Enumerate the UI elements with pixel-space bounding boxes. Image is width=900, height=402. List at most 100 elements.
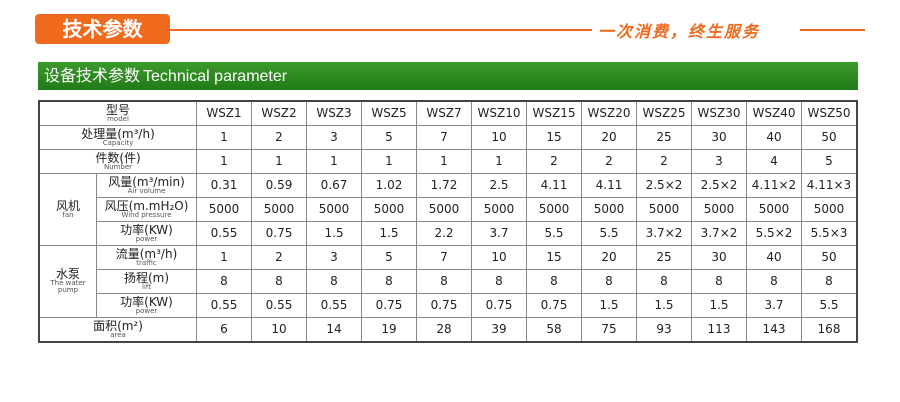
cell: 40 [746, 125, 802, 150]
cell: 4.11×3 [801, 173, 858, 198]
cell: 5.5 [801, 293, 858, 318]
row-label: 面积(m²) area [38, 317, 197, 343]
cell: 5000 [581, 197, 637, 222]
cell: 5000 [526, 197, 582, 222]
cell: 8 [636, 269, 692, 294]
cell: 5 [361, 245, 417, 270]
cell: 3.7×2 [691, 221, 747, 246]
cell: 1.02 [361, 173, 417, 198]
cell: WSZ15 [526, 100, 582, 126]
cell: 0.55 [196, 221, 252, 246]
cell: 1 [306, 149, 362, 174]
cell: 8 [196, 269, 252, 294]
label-en: Capacity [102, 138, 134, 147]
cell: 15 [526, 125, 582, 150]
cell: 2 [581, 149, 637, 174]
cell: 8 [526, 269, 582, 294]
cell: 8 [416, 269, 472, 294]
label-en: lift [142, 282, 151, 291]
cell: 3.7 [471, 221, 527, 246]
cell: 1 [196, 149, 252, 174]
cell: 25 [636, 245, 692, 270]
row-label: 功率(KW) power [96, 293, 197, 318]
cell: WSZ7 [416, 100, 472, 126]
row-label: 型号 model [38, 100, 197, 126]
cell: 8 [251, 269, 307, 294]
row: 件数(件) Number 1 1 1 1 1 1 2 2 2 3 4 5 [38, 149, 858, 174]
cell: 7 [416, 125, 472, 150]
cell: 10 [251, 317, 307, 343]
cell: 5000 [471, 197, 527, 222]
cell: 5000 [801, 197, 858, 222]
cell: 19 [361, 317, 417, 343]
cell: 2 [251, 125, 307, 150]
cell: 8 [581, 269, 637, 294]
cell: WSZ50 [801, 100, 858, 126]
spec-table: 型号 model WSZ1 WSZ2 WSZ3 WSZ5 WSZ7 WSZ10 WSZ15 WSZ… [38, 100, 858, 343]
cell: 25 [636, 125, 692, 150]
cell: 75 [581, 317, 637, 343]
cell: 8 [306, 269, 362, 294]
cell: WSZ40 [746, 100, 802, 126]
cell: 8 [691, 269, 747, 294]
cell: 5000 [361, 197, 417, 222]
label-cn: 功率(KW) [120, 294, 173, 309]
cell: 5 [361, 125, 417, 150]
cell: 15 [526, 245, 582, 270]
row-label: 风量(m³/min) Air volume [96, 173, 197, 198]
row: 功率(KW) power 0.55 0.55 0.55 0.75 0.75 0.75 0.75 1… [39, 293, 858, 318]
cell: 2.5 [471, 173, 527, 198]
row-label: 功率(KW) power [96, 221, 197, 246]
cell: 143 [746, 317, 802, 343]
label-cn: 流量(m³/h) [115, 246, 178, 261]
cell: 8 [471, 269, 527, 294]
cell: WSZ3 [306, 100, 362, 126]
cell: 1 [196, 125, 252, 150]
cell: WSZ5 [361, 100, 417, 126]
cell: 0.55 [251, 293, 307, 318]
label-cn: 功率(KW) [120, 222, 173, 237]
cell: 2 [251, 245, 307, 270]
cell: 0.75 [416, 293, 472, 318]
cell: 20 [581, 245, 637, 270]
cell: 1.5 [581, 293, 637, 318]
cell: 4.11 [526, 173, 582, 198]
group-en: The water pump [50, 279, 86, 294]
cell: 5000 [306, 197, 362, 222]
cell: 0.59 [251, 173, 307, 198]
cell: 1 [361, 149, 417, 174]
cell: 113 [691, 317, 747, 343]
row-label: 流量(m³/h) traffic [96, 245, 197, 270]
cell: 1 [196, 245, 252, 270]
cell: 40 [746, 245, 802, 270]
label-en: Number [103, 162, 133, 171]
cell: 1.5 [636, 293, 692, 318]
cell: 1.5 [691, 293, 747, 318]
row: 面积(m²) area 6 10 14 19 28 39 58 75 93 113 143 168 [38, 317, 858, 343]
group-label: 风机 fan [38, 173, 97, 246]
label-en: power [135, 306, 158, 315]
label-cn: 风量(m³/min) [108, 174, 185, 189]
group-cn: 水泵 [55, 267, 80, 281]
row-label: 扬程(m) lift [96, 269, 197, 294]
cell: 168 [801, 317, 858, 343]
cell: 8 [746, 269, 802, 294]
cell: 28 [416, 317, 472, 343]
cell: 3 [691, 149, 747, 174]
cell: 5000 [251, 197, 307, 222]
cell: 10 [471, 125, 527, 150]
label-en: area [110, 330, 126, 339]
cell: 0.75 [251, 221, 307, 246]
cell: 0.75 [361, 293, 417, 318]
section-title-en: Technical parameter [143, 68, 288, 85]
slogan: 一次消费，终生服务 [598, 22, 761, 41]
cell: 4 [746, 149, 802, 174]
cell: 5.5×2 [746, 221, 802, 246]
cell: 39 [471, 317, 527, 343]
label-en: traffic [136, 258, 157, 267]
cell: 3.7 [746, 293, 802, 318]
cell: 7 [416, 245, 472, 270]
cell: 1.5 [361, 221, 417, 246]
cell: WSZ30 [691, 100, 747, 126]
cell: 1 [471, 149, 527, 174]
